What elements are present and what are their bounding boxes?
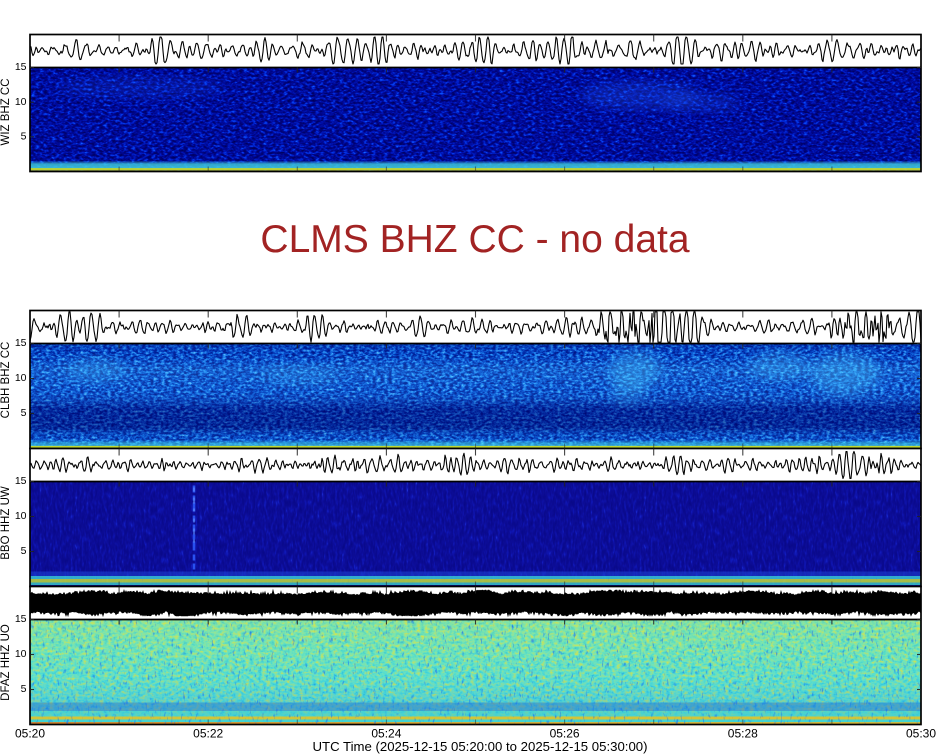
svg-text:BBO HHZ UW: BBO HHZ UW (0, 486, 12, 560)
svg-text:5: 5 (21, 545, 27, 557)
svg-text:UTC Time (2025-12-15 05:20:00: UTC Time (2025-12-15 05:20:00 to 2025-12… (312, 739, 647, 754)
svg-text:WIZ BHZ CC: WIZ BHZ CC (0, 78, 12, 145)
svg-text:05:24: 05:24 (371, 727, 401, 741)
svg-text:05:28: 05:28 (728, 727, 758, 741)
svg-text:15: 15 (15, 613, 27, 625)
svg-text:05:20: 05:20 (15, 727, 45, 741)
svg-text:CLBH BHZ CC: CLBH BHZ CC (0, 342, 12, 419)
svg-text:15: 15 (15, 475, 27, 487)
svg-text:10: 10 (15, 372, 27, 384)
svg-text:05:26: 05:26 (550, 727, 580, 741)
svg-text:CLMS BHZ CC - no data: CLMS BHZ CC - no data (260, 218, 689, 261)
svg-text:15: 15 (15, 337, 27, 349)
svg-text:10: 10 (15, 648, 27, 660)
svg-text:05:22: 05:22 (193, 727, 223, 741)
svg-text:10: 10 (15, 510, 27, 522)
svg-text:15: 15 (15, 61, 27, 73)
svg-text:05:30: 05:30 (906, 727, 936, 741)
svg-text:5: 5 (21, 683, 27, 695)
svg-text:5: 5 (21, 130, 27, 142)
svg-text:5: 5 (21, 407, 27, 419)
svg-text:10: 10 (15, 96, 27, 108)
svg-text:DFAZ HHZ UO: DFAZ HHZ UO (0, 624, 12, 701)
